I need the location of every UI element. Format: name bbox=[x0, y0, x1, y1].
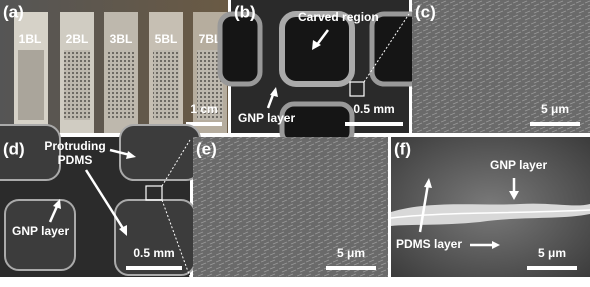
panel-label: (d) bbox=[3, 139, 25, 158]
scale-label: 5 μm bbox=[337, 246, 365, 260]
panel-label: (b) bbox=[234, 2, 256, 21]
panel-label: (f) bbox=[394, 139, 411, 158]
annotation: PDMS bbox=[58, 153, 93, 167]
strip-label: 2BL bbox=[66, 32, 89, 46]
scale-bar bbox=[530, 122, 580, 126]
panel-a: (a) 1BL 2BL 3BL 5BL 7BL 1 cm bbox=[0, 0, 228, 133]
micrograph bbox=[193, 137, 388, 277]
annotation: GNP layer bbox=[490, 158, 547, 172]
strip-label: 5BL bbox=[155, 32, 178, 46]
panel-e: (e) 5 μm bbox=[193, 137, 388, 277]
panel-label: (a) bbox=[3, 2, 24, 21]
scale-label: 5 μm bbox=[538, 246, 566, 260]
strip-label: 1BL bbox=[19, 32, 42, 46]
panel-label: (e) bbox=[196, 139, 217, 158]
annotation: GNP layer bbox=[238, 111, 295, 125]
scale-label: 5 μm bbox=[541, 102, 569, 116]
scale-label: 0.5 mm bbox=[353, 102, 394, 116]
panel-label: (c) bbox=[415, 2, 436, 21]
panel-f: (f) GNP layer PDMS layer 5 μm bbox=[390, 137, 590, 277]
micrograph bbox=[412, 0, 590, 133]
scale-bar bbox=[527, 266, 577, 270]
annotation: GNP layer bbox=[12, 224, 69, 238]
scale-bar bbox=[126, 266, 182, 270]
scale-bar bbox=[186, 122, 222, 126]
scale-bar bbox=[326, 266, 376, 270]
annotation: Protruding bbox=[44, 139, 105, 153]
strip-label: 7BL bbox=[199, 32, 222, 46]
strip-label: 3BL bbox=[110, 32, 133, 46]
annotation: Carved region bbox=[298, 10, 379, 24]
scale-label: 1 cm bbox=[190, 102, 217, 116]
panel-d: (d) Protruding PDMS GNP layer 0.5 mm bbox=[0, 124, 201, 278]
scale-label: 0.5 mm bbox=[133, 246, 174, 260]
annotation: PDMS layer bbox=[396, 237, 462, 251]
strips bbox=[14, 12, 227, 133]
panel-c: (c) 5 μm bbox=[412, 0, 590, 133]
panel-b: (b) Carved region GNP layer 0.5 mm bbox=[217, 0, 425, 147]
scale-bar bbox=[345, 122, 403, 126]
